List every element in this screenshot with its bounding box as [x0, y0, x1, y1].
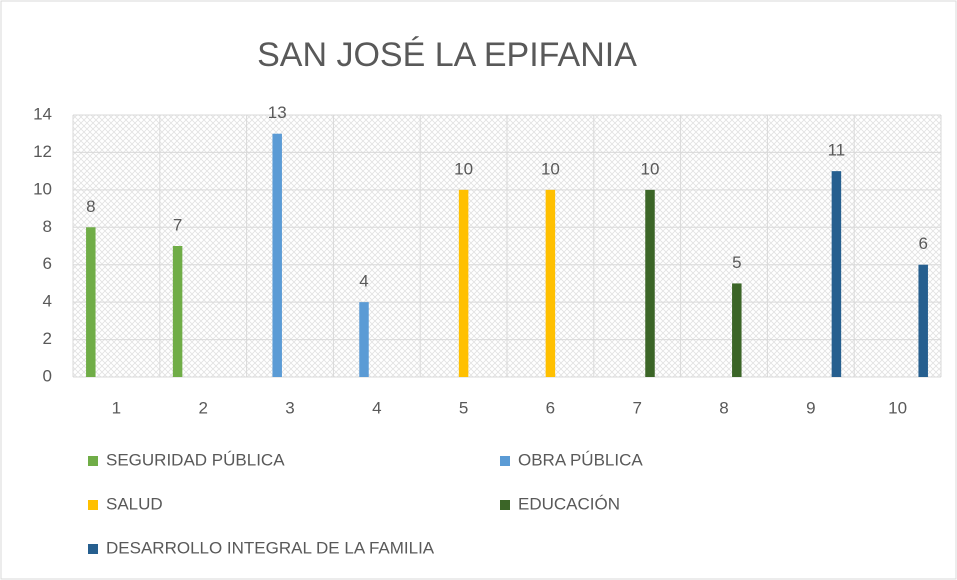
- y-tick-label: 8: [43, 217, 52, 236]
- data-label: 5: [732, 253, 741, 272]
- bar: [645, 189, 655, 377]
- legend-label: OBRA PÚBLICA: [518, 450, 643, 469]
- x-tick-label: 6: [546, 398, 555, 417]
- bar: [359, 302, 369, 377]
- y-tick-label: 14: [33, 104, 52, 123]
- x-tick-label: 1: [112, 398, 121, 417]
- data-label: 6: [918, 234, 927, 253]
- data-label: 13: [268, 103, 287, 122]
- data-label: 8: [86, 197, 95, 216]
- legend-label: SALUD: [106, 494, 163, 513]
- data-label: 7: [173, 215, 182, 234]
- bar: [272, 133, 282, 377]
- bar: [458, 189, 469, 377]
- data-label: 11: [828, 141, 846, 160]
- data-label: 10: [641, 159, 660, 178]
- y-tick-label: 10: [33, 179, 52, 198]
- data-label: 10: [454, 159, 473, 178]
- legend-swatch: [500, 500, 510, 510]
- bar: [172, 246, 183, 377]
- x-tick-label: 10: [888, 398, 907, 417]
- bar: [732, 283, 742, 377]
- bar: [545, 189, 556, 377]
- bar: [918, 264, 928, 377]
- x-tick-label: 7: [632, 398, 641, 417]
- y-tick-label: 2: [43, 329, 52, 348]
- y-tick-label: 0: [43, 366, 52, 385]
- bar: [831, 171, 842, 377]
- y-tick-label: 6: [43, 254, 52, 273]
- data-label: 10: [541, 159, 560, 178]
- legend-swatch: [88, 500, 98, 510]
- x-tick-label: 2: [198, 398, 207, 417]
- x-tick-label: 4: [372, 398, 381, 417]
- legend-swatch: [500, 456, 510, 466]
- legend-label: EDUCACIÓN: [518, 494, 620, 513]
- x-tick-label: 3: [285, 398, 294, 417]
- legend-label: SEGURIDAD PÚBLICA: [106, 450, 285, 469]
- data-label: 4: [359, 272, 368, 291]
- legend-swatch: [88, 544, 98, 554]
- y-tick-label: 12: [33, 142, 52, 161]
- legend-swatch: [88, 456, 98, 466]
- x-tick-label: 8: [719, 398, 728, 417]
- bar: [86, 227, 96, 377]
- y-tick-label: 4: [43, 292, 52, 311]
- chart-title: SAN JOSÉ LA EPIFANIA: [257, 36, 637, 74]
- legend-label: DESARROLLO INTEGRAL DE LA FAMILIA: [106, 538, 435, 557]
- x-tick-label: 5: [459, 398, 468, 417]
- x-tick-label: 9: [806, 398, 815, 417]
